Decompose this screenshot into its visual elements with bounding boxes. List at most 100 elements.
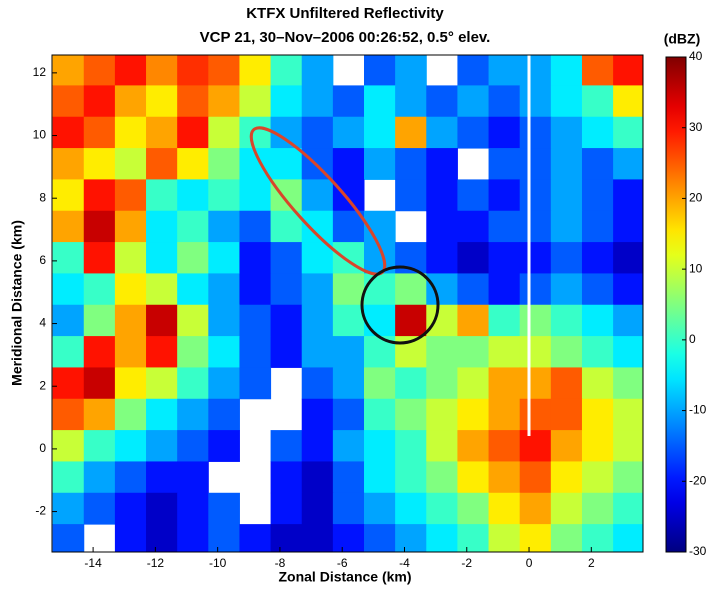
cell bbox=[146, 85, 178, 118]
cell bbox=[177, 273, 209, 306]
cell bbox=[52, 273, 85, 306]
cell bbox=[332, 336, 365, 368]
cell bbox=[239, 55, 272, 86]
cell bbox=[488, 461, 521, 494]
cell bbox=[301, 398, 334, 431]
cell bbox=[519, 304, 552, 337]
cell bbox=[114, 179, 147, 212]
colorbar-tick-label: -10 bbox=[689, 403, 707, 417]
cell bbox=[581, 430, 614, 462]
cell bbox=[426, 304, 458, 337]
cell bbox=[613, 336, 643, 368]
cell bbox=[426, 430, 458, 462]
cell bbox=[550, 210, 583, 243]
y-tick-label: 10 bbox=[33, 128, 47, 142]
cell bbox=[613, 398, 643, 431]
cell bbox=[395, 398, 427, 431]
cell bbox=[613, 85, 643, 118]
cell bbox=[270, 492, 303, 525]
y-axis-label: Meridional Distance (km) bbox=[9, 220, 25, 386]
cell bbox=[177, 398, 209, 431]
cell bbox=[457, 430, 490, 462]
cell bbox=[457, 336, 490, 368]
cell bbox=[208, 116, 240, 149]
y-tick-label: 12 bbox=[33, 65, 47, 79]
cell bbox=[146, 430, 178, 462]
cell bbox=[208, 430, 240, 462]
cell bbox=[146, 492, 178, 525]
cell bbox=[519, 524, 552, 552]
cell bbox=[364, 524, 396, 552]
cell bbox=[177, 116, 209, 149]
cell bbox=[52, 242, 85, 274]
cell bbox=[488, 242, 521, 274]
cell bbox=[519, 55, 552, 86]
cell bbox=[364, 55, 396, 86]
cell bbox=[146, 304, 178, 337]
cell bbox=[239, 116, 272, 149]
cell bbox=[52, 524, 85, 552]
colorbar-tick-label: -30 bbox=[689, 544, 707, 558]
cell bbox=[146, 524, 178, 552]
cell bbox=[488, 210, 521, 243]
cell bbox=[488, 398, 521, 431]
cell bbox=[146, 179, 178, 212]
cell bbox=[52, 148, 85, 180]
cell bbox=[613, 116, 643, 149]
cell bbox=[426, 524, 458, 552]
cell bbox=[52, 336, 85, 368]
cell bbox=[395, 367, 427, 400]
cell bbox=[332, 492, 365, 525]
cell bbox=[364, 85, 396, 118]
cell bbox=[177, 367, 209, 400]
cell bbox=[177, 148, 209, 180]
cell bbox=[488, 336, 521, 368]
cell bbox=[114, 367, 147, 400]
cell bbox=[208, 336, 240, 368]
cell bbox=[301, 179, 334, 212]
cell bbox=[395, 430, 427, 462]
x-tick-label: -14 bbox=[84, 556, 102, 570]
x-tick-label: -12 bbox=[147, 556, 165, 570]
cell bbox=[177, 85, 209, 118]
cell bbox=[550, 461, 583, 494]
plot-frame bbox=[51, 54, 644, 553]
cell bbox=[613, 492, 643, 525]
cell bbox=[208, 242, 240, 274]
y-tick-label: 6 bbox=[39, 253, 46, 267]
cell bbox=[519, 461, 552, 494]
cell bbox=[550, 430, 583, 462]
cell bbox=[301, 116, 334, 149]
cell bbox=[177, 461, 209, 494]
cell bbox=[208, 85, 240, 118]
cell bbox=[426, 179, 458, 212]
colorbar-tick-label: 10 bbox=[689, 261, 703, 275]
cell bbox=[488, 492, 521, 525]
cell bbox=[83, 304, 116, 337]
cell bbox=[177, 55, 209, 86]
cell bbox=[239, 367, 272, 400]
cell bbox=[581, 85, 614, 118]
cell bbox=[270, 336, 303, 368]
cell bbox=[83, 116, 116, 149]
cell bbox=[457, 524, 490, 552]
cell bbox=[613, 55, 643, 86]
cell bbox=[426, 242, 458, 274]
colorbar-tick-label: 30 bbox=[689, 120, 703, 134]
cell bbox=[519, 85, 552, 118]
cell bbox=[208, 398, 240, 431]
cell bbox=[270, 524, 303, 552]
cell bbox=[332, 304, 365, 337]
cell bbox=[83, 242, 116, 274]
y-tick-label: -2 bbox=[35, 504, 46, 518]
cell bbox=[301, 461, 334, 494]
x-tick-label: 0 bbox=[526, 556, 533, 570]
cell bbox=[301, 367, 334, 400]
cell bbox=[613, 430, 643, 462]
cell bbox=[395, 524, 427, 552]
cell bbox=[457, 55, 490, 86]
cell bbox=[52, 367, 85, 400]
cell bbox=[550, 524, 583, 552]
cell bbox=[270, 85, 303, 118]
cell bbox=[270, 210, 303, 243]
